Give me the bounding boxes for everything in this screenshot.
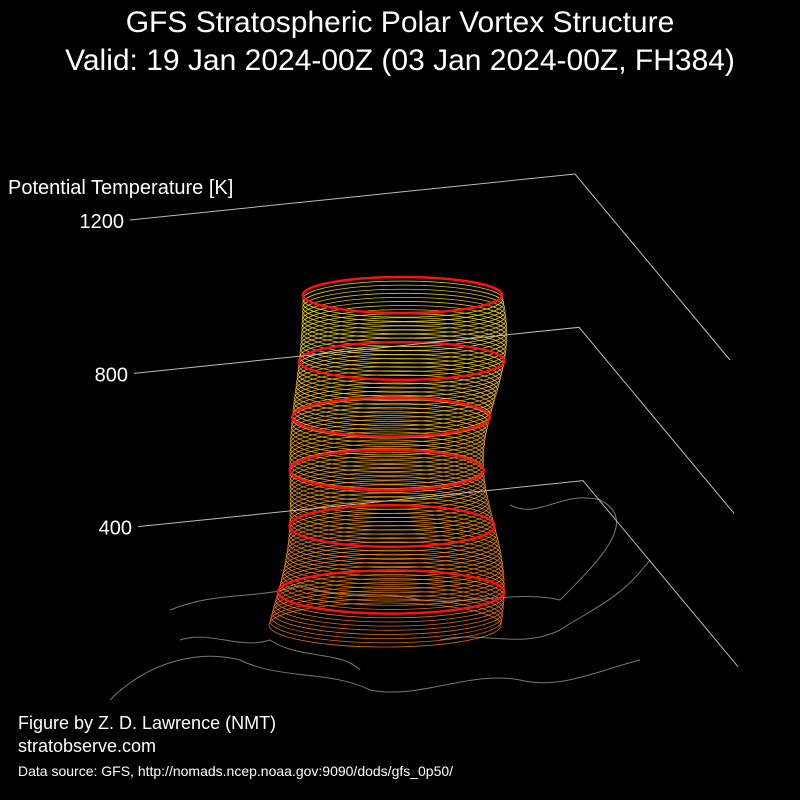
isentrope (284, 541, 503, 585)
isentrope (291, 402, 489, 443)
isentrope (301, 296, 507, 335)
grid-line (133, 326, 735, 514)
isentrope (289, 476, 488, 518)
isentrope (296, 362, 501, 402)
coastline (179, 559, 651, 671)
vortex-edge (276, 569, 506, 615)
z-axis-label: Potential Temperature [K] (8, 177, 233, 199)
isentrope (285, 537, 503, 581)
isentrope (282, 549, 504, 594)
isentrope (302, 288, 505, 326)
isentrope (293, 382, 495, 422)
isentrope (290, 419, 486, 460)
isentrope (295, 366, 499, 406)
isentrope (289, 480, 489, 523)
coastlines (109, 497, 651, 701)
grid-line (137, 480, 739, 667)
isentrope (269, 598, 503, 644)
isentrope (286, 529, 501, 573)
isentrope (289, 492, 492, 535)
isentrope (286, 533, 502, 577)
chart-subtitle: Valid: 19 Jan 2024-00Z (03 Jan 2024-00Z,… (65, 44, 735, 77)
isentrope (301, 301, 507, 339)
isentrope (302, 292, 506, 331)
vortex (268, 275, 508, 648)
isentrope (289, 431, 485, 473)
vortex-edge (290, 396, 492, 438)
isentrope (289, 468, 487, 510)
isentrope (281, 553, 505, 598)
isentrope (270, 594, 503, 640)
z-tick-label: 1200 (80, 211, 125, 233)
isentrope (300, 321, 508, 360)
isentrope (292, 390, 492, 431)
isentrope (289, 455, 485, 498)
isentrope (268, 602, 502, 648)
isentrope (302, 280, 504, 318)
coastline (169, 497, 618, 611)
isentrope (294, 374, 497, 414)
isentrope (300, 317, 508, 356)
chart-title: GFS Stratospheric Polar Vortex Structure (126, 6, 675, 39)
isentrope (293, 386, 494, 427)
isentrope (302, 284, 505, 322)
isentrope (275, 578, 505, 623)
isentrope (274, 582, 505, 627)
isentrope (295, 370, 498, 410)
z-tick-label: 400 (99, 518, 132, 540)
isentrope (289, 427, 485, 468)
isentrope (289, 443, 484, 485)
isentrope (279, 561, 505, 606)
isentrope (276, 574, 505, 619)
vortex-edge (297, 340, 506, 382)
isentrope (290, 415, 487, 456)
isentrope (289, 484, 490, 527)
coastline (109, 655, 641, 701)
isentrope (289, 423, 486, 464)
isentrope (301, 309, 508, 347)
isentrope (290, 406, 488, 447)
vortex-edge (301, 275, 504, 315)
grid-line (129, 173, 731, 361)
z-tick-label: 800 (95, 364, 128, 386)
isentrope (273, 586, 504, 631)
isentrope (271, 590, 504, 635)
isentrope (280, 557, 505, 602)
credit: Figure by Z. D. Lawrence (NMT) (18, 713, 276, 733)
isentrope (289, 439, 484, 481)
vortex-edge (288, 503, 496, 549)
vortex-edge (288, 448, 486, 492)
data-source: Data source: GFS, http://nomads.ncep.noa… (18, 763, 453, 779)
credit: stratobserve.com (18, 736, 156, 756)
isentrope (289, 472, 488, 514)
